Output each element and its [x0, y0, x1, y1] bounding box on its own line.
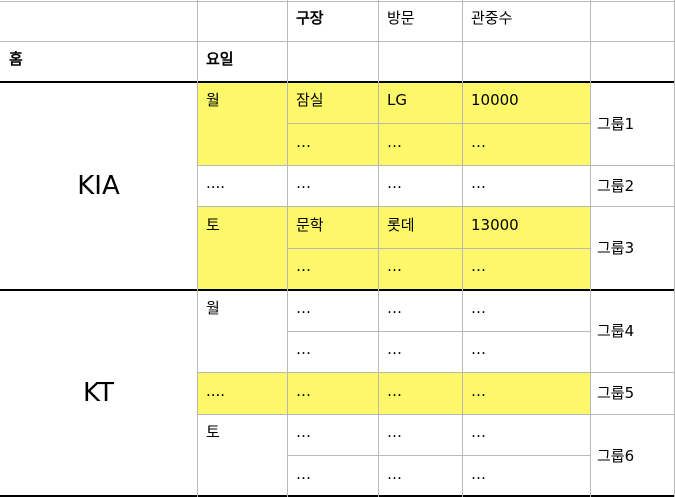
grid-line [286, 0, 288, 497]
attendance-cell: … [462, 123, 590, 165]
grid-line [0, 495, 675, 497]
stadium-cell: … [287, 372, 378, 414]
stadium-cell: … [296, 423, 311, 441]
group-label: 그룹2 [597, 176, 635, 195]
header-cell [378, 41, 462, 82]
header-cell [462, 41, 590, 82]
attendance-cell: … [471, 174, 486, 192]
grid-line [287, 330, 590, 332]
visitor-cell: … [387, 340, 402, 358]
day-cell: .... [206, 174, 226, 192]
attendance-cell: … [462, 248, 590, 290]
header-cell: 요일 [206, 50, 234, 68]
visitor-cell: … [387, 298, 402, 317]
attendance-cell: … [462, 372, 590, 414]
grid-line [0, 81, 675, 83]
header-cell: 구장 [296, 9, 324, 27]
stadium-cell: 잠실 [287, 82, 378, 124]
day-cell: 월 [206, 298, 220, 317]
grid-line [287, 123, 590, 124]
group-label: 그룹1 [597, 114, 635, 133]
header-cell [0, 0, 197, 41]
stadium-cell: … [296, 464, 311, 483]
visitor-cell: … [387, 464, 402, 483]
team-name: KT [83, 378, 114, 409]
grid-line [197, 413, 675, 415]
header-cell [197, 0, 287, 41]
visitor-cell: … [387, 174, 402, 192]
group-label: 그룹4 [597, 322, 635, 340]
grid-line [589, 0, 591, 497]
header-cell [287, 41, 378, 82]
visitor-cell: … [378, 248, 462, 290]
attendance-cell: … [471, 340, 486, 358]
day-cell: 토 [206, 423, 220, 441]
group-label: 그룹5 [597, 384, 635, 403]
stadium-cell: … [287, 248, 378, 290]
day-cell: 월 [197, 82, 287, 165]
stadium-cell: … [296, 298, 311, 317]
attendance-cell: 10000 [462, 82, 590, 124]
grid-line [377, 0, 379, 497]
visitor-cell: … [378, 372, 462, 414]
header-cell: 방문 [387, 9, 415, 27]
attendance-cell: … [471, 298, 486, 317]
grid-line [461, 0, 463, 497]
grid-line [0, 288, 675, 291]
visitor-cell: … [378, 123, 462, 165]
header-cell: 관중수 [471, 9, 513, 27]
grid-line [0, 0, 675, 2]
day-cell: .... [197, 372, 287, 414]
team-name: KIA [77, 170, 120, 201]
attendance-cell: 13000 [462, 206, 590, 248]
grid-line [196, 0, 198, 497]
stadium-cell: … [287, 123, 378, 165]
attendance-cell: … [471, 423, 486, 441]
group-label: 그룹3 [597, 239, 635, 257]
attendance-cell: … [471, 464, 486, 483]
stadium-cell: … [296, 340, 311, 358]
day-cell: 토 [197, 206, 287, 290]
group-label: 그룹6 [597, 446, 635, 465]
grid-line [287, 455, 590, 456]
visitor-cell: … [387, 423, 402, 441]
grid-line [197, 206, 675, 207]
visitor-cell: LG [378, 82, 462, 124]
grid-line [197, 372, 675, 373]
grid-line [287, 247, 590, 249]
grid-line [0, 40, 675, 42]
grid-line [673, 0, 675, 497]
stadium-cell: 문학 [287, 206, 378, 248]
visitor-cell: 롯데 [378, 206, 462, 248]
stadium-cell: … [296, 174, 311, 192]
header-cell: 홈 [9, 50, 23, 68]
grid-line [197, 164, 675, 166]
